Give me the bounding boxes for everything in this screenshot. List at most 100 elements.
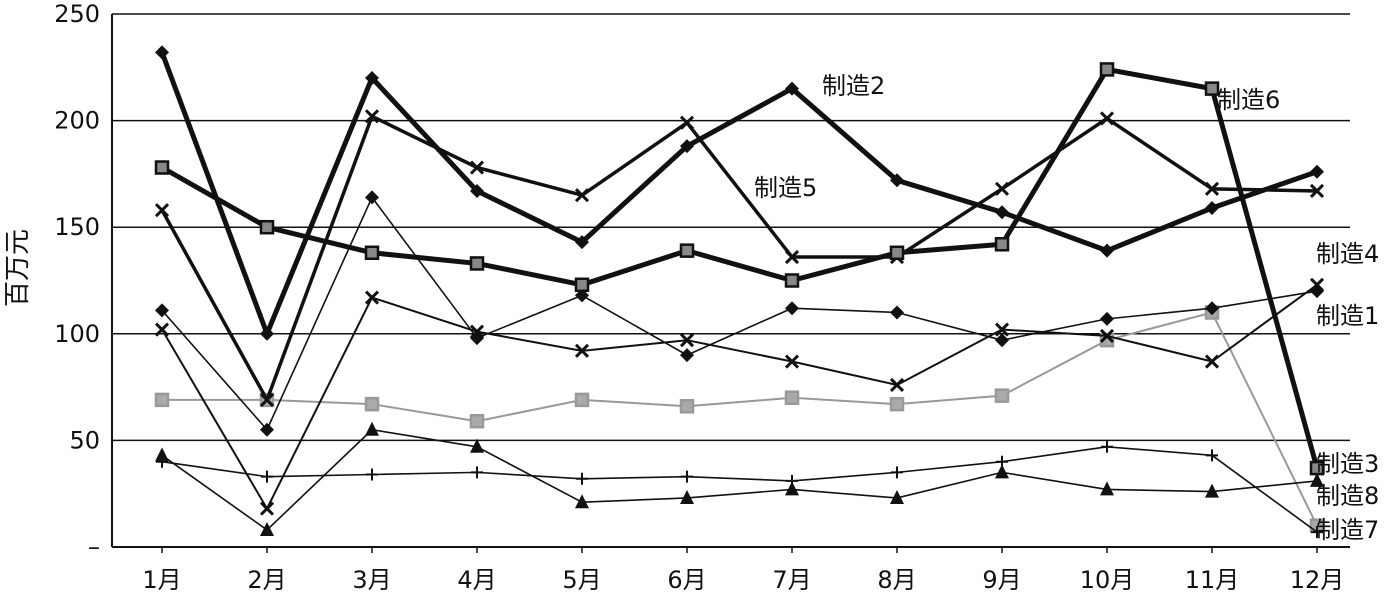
data-point: [1205, 301, 1219, 316]
series-line: [161, 445, 1318, 533]
data-point: [995, 333, 1009, 348]
data-point: [679, 115, 695, 130]
data-point: [364, 290, 380, 305]
x-tick-label: 10月: [1080, 566, 1135, 594]
series-lines: [154, 45, 1325, 539]
data-point: [259, 219, 275, 235]
axes: [111, 14, 1350, 548]
data-point: [1101, 440, 1113, 453]
data-point: [785, 81, 799, 96]
data-point: [1311, 526, 1323, 539]
series-line: [162, 311, 1318, 527]
data-point: [784, 249, 800, 265]
data-point: [1310, 472, 1324, 487]
data-point: [469, 324, 485, 339]
data-point: [260, 326, 274, 341]
data-point: [469, 413, 485, 429]
series-制造8: [155, 421, 1324, 536]
data-point: [1204, 181, 1220, 196]
y-tick-label: 250: [54, 0, 100, 28]
data-point: [1205, 201, 1219, 216]
x-tick-label: 1月: [142, 566, 181, 594]
data-point: [784, 354, 800, 369]
data-point: [574, 188, 590, 203]
series-label: 制造8: [1316, 482, 1379, 510]
data-point: [259, 392, 275, 407]
series-制造2: [155, 45, 1324, 341]
data-point: [575, 494, 589, 509]
series-制造7: [154, 305, 1325, 533]
series-制造3: [156, 440, 1323, 539]
data-point: [784, 390, 800, 406]
data-point: [154, 203, 170, 218]
data-point: [155, 303, 169, 318]
data-point: [679, 333, 695, 348]
y-tick-label: –: [88, 533, 100, 561]
series-line: [161, 283, 1318, 510]
y-tick-label: 200: [54, 107, 100, 135]
data-point: [1099, 328, 1115, 343]
data-point: [366, 468, 378, 481]
series-label: 制造3: [1316, 450, 1379, 478]
data-point: [680, 348, 694, 363]
data-point: [364, 245, 380, 261]
data-point: [1205, 483, 1219, 498]
data-point: [889, 377, 905, 393]
series-label: 制造2: [822, 72, 885, 100]
series-line: [161, 196, 1318, 431]
x-tick-label: 7月: [772, 566, 811, 594]
data-point: [1310, 164, 1324, 179]
data-point: [1100, 481, 1114, 496]
data-point: [576, 472, 588, 485]
data-point: [154, 160, 170, 175]
data-point: [365, 421, 379, 436]
y-tick-label: 50: [69, 426, 100, 454]
data-point: [995, 205, 1009, 220]
data-point: [1309, 460, 1325, 476]
data-point: [1204, 81, 1220, 96]
series-制造4: [154, 277, 1325, 516]
data-point: [785, 301, 799, 316]
data-point: [889, 245, 905, 261]
x-tick-labels: 1月 2月 3月 4月 5月 6月 7月 8月 9月 10月 11月 12月: [142, 547, 1344, 594]
series-line: [159, 51, 1318, 337]
data-point: [471, 466, 483, 479]
data-point: [1206, 449, 1218, 462]
series-label: 制造1: [1316, 302, 1379, 330]
x-tick-label: 8月: [877, 566, 916, 594]
x-tick-label: 9月: [982, 566, 1021, 594]
data-point: [1100, 243, 1114, 258]
data-point: [365, 190, 379, 205]
series-labels: 制造2 制造6 制造5 制造4 制造1 制造7 制造3 制造8: [754, 72, 1379, 544]
series-line: [160, 114, 1318, 402]
data-point: [891, 466, 903, 479]
data-point: [890, 173, 904, 188]
series-label: 制造7: [1316, 516, 1379, 544]
data-point: [259, 501, 275, 516]
data-point: [574, 392, 590, 408]
data-point: [890, 305, 904, 320]
x-tick-label: 5月: [562, 566, 601, 594]
data-point: [365, 70, 379, 85]
data-point: [681, 470, 693, 483]
data-point: [994, 237, 1010, 252]
data-point: [1309, 277, 1325, 292]
data-point: [1204, 354, 1220, 369]
data-point: [994, 181, 1010, 196]
x-tick-label: 3月: [352, 566, 391, 594]
y-tick-labels: – 50 100 150 200 250: [54, 0, 100, 561]
x-tick-label: 12月: [1290, 566, 1345, 594]
data-point: [470, 183, 484, 198]
gridlines: [112, 13, 1350, 442]
x-tick-label: 4月: [457, 566, 496, 594]
data-point: [1099, 111, 1115, 126]
data-point: [154, 392, 170, 408]
data-point: [1309, 183, 1325, 199]
data-point: [994, 388, 1010, 403]
data-point: [364, 109, 380, 124]
data-point: [785, 481, 799, 496]
data-point: [261, 470, 273, 483]
data-point: [470, 438, 484, 453]
data-point: [680, 139, 694, 154]
